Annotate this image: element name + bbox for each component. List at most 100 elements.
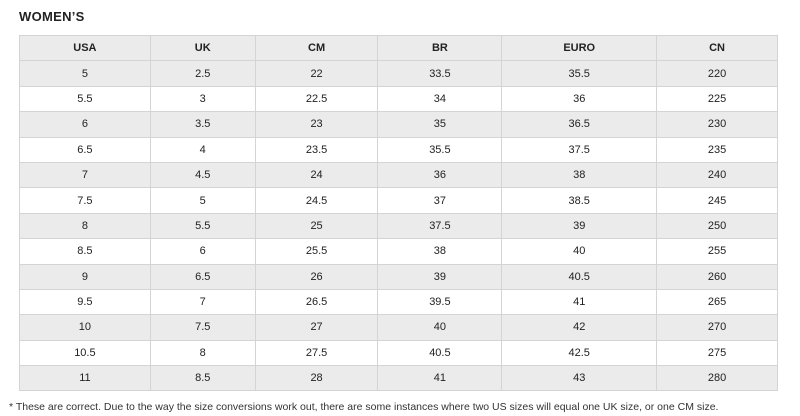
column-header: CM xyxy=(254,34,379,62)
table-cell: 36.5 xyxy=(501,111,658,138)
table-cell: 40.5 xyxy=(377,339,503,367)
table-cell: 6.5 xyxy=(149,263,256,290)
table-cell: 255 xyxy=(656,238,778,265)
table-cell: 38.5 xyxy=(501,187,658,214)
table-cell: 7 xyxy=(149,288,256,316)
table-body: 5 2.5 22 33.5 35.5 220 5.5 3 22.5 34 36 225 6 3.5 23 35… xyxy=(19,60,778,392)
table-cell: 35 xyxy=(377,111,503,138)
table-cell: 6 xyxy=(19,111,151,138)
table-cell: 40.5 xyxy=(501,263,658,290)
table-row: 6.5 4 23.5 35.5 37.5 235 xyxy=(19,136,778,163)
table-cell: 34 xyxy=(377,85,503,113)
table-cell: 33.5 xyxy=(377,60,503,87)
table-cell: 42 xyxy=(501,314,658,341)
column-header: EURO xyxy=(501,34,658,62)
table-cell: 4 xyxy=(149,136,256,163)
table-cell: 9.5 xyxy=(19,288,151,316)
table-cell: 9 xyxy=(19,263,151,290)
table-cell: 26.5 xyxy=(254,288,379,316)
table-cell: 245 xyxy=(656,187,778,214)
table-row: 9 6.5 26 39 40.5 260 xyxy=(19,263,778,290)
table-cell: 40 xyxy=(501,238,658,265)
table-cell: 265 xyxy=(656,288,778,316)
table-row: 7 4.5 24 36 38 240 xyxy=(19,161,778,189)
table-cell: 24.5 xyxy=(254,187,379,214)
table-row: 5 2.5 22 33.5 35.5 220 xyxy=(19,60,778,87)
table-cell: 280 xyxy=(656,365,778,392)
table-cell: 42.5 xyxy=(501,339,658,367)
table-cell: 28 xyxy=(254,365,379,392)
table-cell: 22.5 xyxy=(254,85,379,113)
table-cell: 39.5 xyxy=(377,288,503,316)
table-cell: 35.5 xyxy=(501,60,658,87)
size-table: USA UK CM BR EURO CN 5 2.5 22 33.5 35.5 220 5.5 3 22.… xyxy=(19,34,778,392)
table-cell: 240 xyxy=(656,161,778,189)
table-cell: 35.5 xyxy=(377,136,503,163)
table-cell: 8.5 xyxy=(149,365,256,392)
table-head: USA UK CM BR EURO CN xyxy=(19,34,778,62)
table-cell: 25.5 xyxy=(254,238,379,265)
column-header: UK xyxy=(149,34,256,62)
table-row: 5.5 3 22.5 34 36 225 xyxy=(19,85,778,113)
table-row: 10.5 8 27.5 40.5 42.5 275 xyxy=(19,339,778,367)
table-cell: 7.5 xyxy=(149,314,256,341)
table-cell: 36 xyxy=(501,85,658,113)
table-cell: 275 xyxy=(656,339,778,367)
table-cell: 8 xyxy=(149,339,256,367)
table-cell: 38 xyxy=(377,238,503,265)
footnote: * These are correct. Due to the way the … xyxy=(9,401,719,413)
table-cell: 270 xyxy=(656,314,778,341)
table-cell: 260 xyxy=(656,263,778,290)
table-cell: 2.5 xyxy=(149,60,256,87)
table-row: 8.5 6 25.5 38 40 255 xyxy=(19,238,778,265)
table-cell: 23.5 xyxy=(254,136,379,163)
header-row: USA UK CM BR EURO CN xyxy=(19,34,778,62)
column-header: CN xyxy=(656,34,778,62)
column-header: USA xyxy=(19,34,151,62)
table-row: 6 3.5 23 35 36.5 230 xyxy=(19,111,778,138)
table-cell: 37.5 xyxy=(377,212,503,240)
table-cell: 26 xyxy=(254,263,379,290)
table-cell: 40 xyxy=(377,314,503,341)
table-cell: 39 xyxy=(377,263,503,290)
table-cell: 38 xyxy=(501,161,658,189)
table-cell: 5.5 xyxy=(149,212,256,240)
table-cell: 27 xyxy=(254,314,379,341)
table-cell: 27.5 xyxy=(254,339,379,367)
column-header: BR xyxy=(377,34,503,62)
table-cell: 235 xyxy=(656,136,778,163)
table-cell: 10.5 xyxy=(19,339,151,367)
table-cell: 230 xyxy=(656,111,778,138)
table-cell: 41 xyxy=(377,365,503,392)
table-cell: 3 xyxy=(149,85,256,113)
table-row: 7.5 5 24.5 37 38.5 245 xyxy=(19,187,778,214)
table-cell: 5.5 xyxy=(19,85,151,113)
table-cell: 25 xyxy=(254,212,379,240)
table-cell: 37.5 xyxy=(501,136,658,163)
table-cell: 6.5 xyxy=(19,136,151,163)
table-cell: 250 xyxy=(656,212,778,240)
table-cell: 41 xyxy=(501,288,658,316)
table-cell: 5 xyxy=(19,60,151,87)
table-cell: 10 xyxy=(19,314,151,341)
table-cell: 22 xyxy=(254,60,379,87)
table-cell: 11 xyxy=(19,365,151,392)
table-cell: 43 xyxy=(501,365,658,392)
table-row: 10 7.5 27 40 42 270 xyxy=(19,314,778,341)
table-row: 11 8.5 28 41 43 280 xyxy=(19,365,778,392)
table-cell: 8.5 xyxy=(19,238,151,265)
table-cell: 5 xyxy=(149,187,256,214)
table-cell: 8 xyxy=(19,212,151,240)
table-cell: 7.5 xyxy=(19,187,151,214)
title: WOMEN’S xyxy=(19,9,85,24)
table-cell: 36 xyxy=(377,161,503,189)
table-row: 9.5 7 26.5 39.5 41 265 xyxy=(19,288,778,316)
table-cell: 220 xyxy=(656,60,778,87)
table-cell: 37 xyxy=(377,187,503,214)
table-cell: 4.5 xyxy=(149,161,256,189)
table-cell: 3.5 xyxy=(149,111,256,138)
table-cell: 39 xyxy=(501,212,658,240)
table-cell: 24 xyxy=(254,161,379,189)
table-row: 8 5.5 25 37.5 39 250 xyxy=(19,212,778,240)
